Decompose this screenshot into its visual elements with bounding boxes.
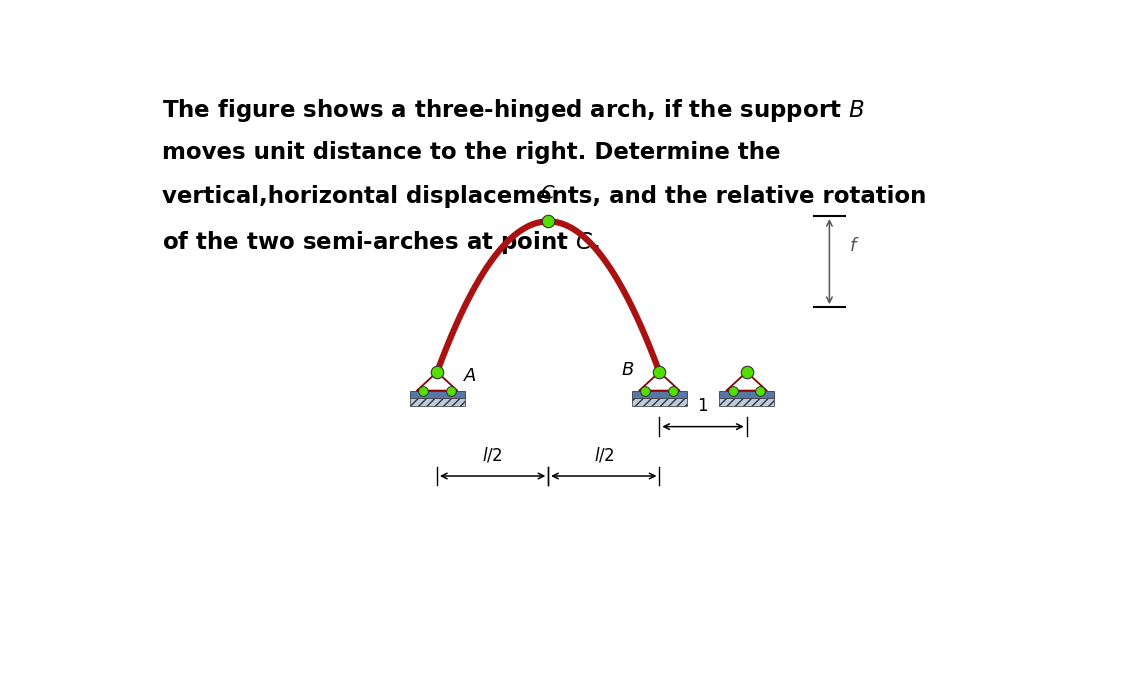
Bar (410, 398, 465, 406)
Text: $l/2$: $l/2$ (483, 446, 503, 464)
Text: moves unit distance to the right. Determine the: moves unit distance to the right. Determ… (162, 141, 781, 164)
Bar (719, 391, 774, 398)
Text: $C$: $C$ (540, 184, 556, 203)
Bar (632, 398, 687, 406)
Bar (719, 398, 774, 406)
Bar (410, 391, 465, 398)
Text: $B$: $B$ (621, 361, 633, 379)
Text: The figure shows a three-hinged arch, if the support $B$: The figure shows a three-hinged arch, if… (162, 97, 865, 124)
Text: vertical,horizontal displacements, and the relative rotation: vertical,horizontal displacements, and t… (162, 185, 927, 208)
Text: $f$: $f$ (848, 237, 860, 255)
Text: of the two semi-arches at point $C$.: of the two semi-arches at point $C$. (162, 229, 601, 256)
Text: $A$: $A$ (462, 367, 477, 385)
Text: $l/2$: $l/2$ (594, 446, 614, 464)
Text: $1$: $1$ (698, 397, 709, 415)
Bar (632, 391, 687, 398)
